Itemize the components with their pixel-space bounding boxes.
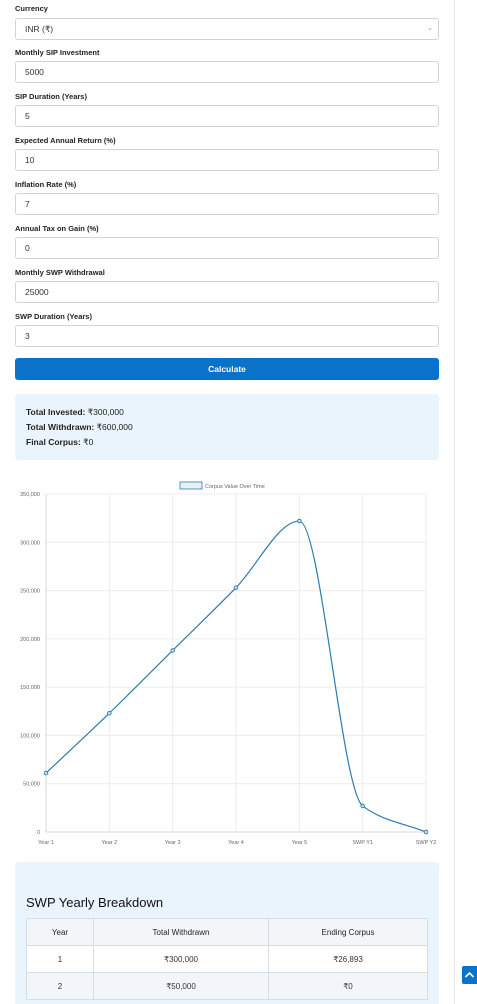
final-corpus: Final Corpus: ₹0	[26, 437, 93, 448]
y-tick-label: 0	[37, 830, 40, 836]
data-point	[423, 829, 429, 835]
total-invested-value: ₹300,000	[87, 407, 124, 417]
sip-duration-input[interactable]: 5	[15, 105, 439, 127]
breakdown-title: SWP Yearly Breakdown	[26, 895, 164, 910]
tax-input[interactable]: 0	[15, 237, 439, 259]
chevron-up-icon	[464, 971, 475, 978]
y-tick-label: 100,000	[20, 733, 40, 739]
scroll-to-top-button[interactable]	[462, 966, 477, 984]
data-point	[233, 585, 239, 590]
swp-withdrawal-label: Monthly SWP Withdrawal	[15, 268, 105, 277]
inflation-input[interactable]: 7	[15, 193, 439, 215]
total-withdrawn: Total Withdrawn: ₹600,000	[26, 422, 133, 433]
corpus-chart-svg: 0 50,000 100,000 150,000 200,000 250,000 300,0…	[20, 481, 437, 846]
y-tick-label: 150,000	[20, 685, 40, 691]
breakdown-table: Year Total Withdrawn Ending Corpus 1 ₹30…	[26, 918, 428, 1000]
page-divider	[454, 0, 455, 1004]
total-withdrawn-value: ₹600,000	[96, 422, 133, 432]
x-tick-label: Year 5	[291, 840, 307, 846]
y-tick-label: 50,000	[23, 782, 40, 788]
currency-value: INR (₹)	[25, 24, 54, 34]
calculator-page: Currency INR (₹) ⌄ Monthly SIP Investmen…	[0, 4, 454, 1004]
data-point	[107, 710, 112, 716]
x-tick-label: Year 3	[165, 840, 181, 846]
x-tick-label: Year 1	[38, 840, 54, 846]
series-line-corpus	[45, 520, 427, 833]
monthly-sip-input[interactable]: 5000	[15, 61, 439, 83]
row-year: 2	[26, 972, 94, 1000]
currency-label: Currency	[15, 4, 48, 13]
tax-label: Annual Tax on Gain (%)	[15, 224, 99, 233]
swp-duration-input[interactable]: 3	[15, 325, 439, 347]
data-point	[43, 770, 49, 776]
y-tick-label: 300,000	[20, 540, 40, 546]
x-tick-label: Year 2	[101, 840, 117, 846]
summary-panel: Total Invested: ₹300,000 Total Withdrawn…	[15, 394, 439, 460]
total-invested-label: Total Invested:	[26, 407, 86, 417]
annual-return-label: Expected Annual Return (%)	[15, 136, 116, 145]
x-tick-label: SWP Y1	[352, 840, 373, 846]
swp-withdrawal-field: Monthly SWP Withdrawal 25000	[15, 268, 439, 303]
row-withdrawn: ₹300,000	[93, 945, 269, 973]
x-tick-label: SWP Y2	[416, 840, 437, 846]
table-row: 1 ₹300,000 ₹26,893	[26, 945, 428, 973]
row-ending-corpus: ₹0	[268, 972, 428, 1000]
calculate-button[interactable]: Calculate	[15, 358, 439, 380]
table-row: 2 ₹50,000 ₹0	[26, 972, 428, 1000]
final-corpus-value: ₹0	[83, 437, 94, 447]
legend-swatch	[179, 481, 203, 490]
swp-withdrawal-input[interactable]: 25000	[15, 281, 439, 303]
header-year: Year	[26, 918, 94, 946]
data-point	[170, 648, 175, 653]
row-year: 1	[26, 945, 94, 973]
final-corpus-label: Final Corpus:	[26, 437, 81, 447]
currency-select[interactable]: INR (₹) ⌄	[15, 18, 439, 40]
table-header-row: Year Total Withdrawn Ending Corpus	[26, 918, 428, 946]
inflation-field: Inflation Rate (%) 7	[15, 180, 439, 215]
legend-label: Corpus Value Over Time	[205, 484, 265, 490]
chevron-down-icon: ⌄	[427, 25, 433, 32]
row-withdrawn: ₹50,000	[93, 972, 269, 1000]
swp-duration-field: SWP Duration (Years) 3	[15, 312, 439, 347]
sip-duration-field: SIP Duration (Years) 5	[15, 92, 439, 127]
currency-field: Currency INR (₹) ⌄	[15, 4, 439, 40]
annual-return-field: Expected Annual Return (%) 10	[15, 136, 439, 171]
swp-duration-label: SWP Duration (Years)	[15, 312, 92, 321]
total-withdrawn-label: Total Withdrawn:	[26, 422, 95, 432]
monthly-sip-field: Monthly SIP Investment 5000	[15, 48, 439, 83]
sip-duration-label: SIP Duration (Years)	[15, 92, 87, 101]
inflation-label: Inflation Rate (%)	[15, 180, 77, 189]
annual-return-input[interactable]: 10	[15, 149, 439, 171]
y-tick-label: 250,000	[20, 589, 40, 595]
data-point	[360, 803, 365, 809]
y-tick-label: 200,000	[20, 637, 40, 643]
header-total-withdrawn: Total Withdrawn	[93, 918, 269, 946]
total-invested: Total Invested: ₹300,000	[26, 407, 124, 418]
x-tick-label: Year 4	[228, 840, 244, 846]
header-ending-corpus: Ending Corpus	[268, 918, 428, 946]
tax-field: Annual Tax on Gain (%) 0	[15, 224, 439, 259]
monthly-sip-label: Monthly SIP Investment	[15, 48, 100, 57]
y-tick-label: 350,000	[20, 492, 40, 498]
row-ending-corpus: ₹26,893	[268, 945, 428, 973]
data-point	[297, 518, 302, 524]
corpus-chart: 0 50,000 100,000 150,000 200,000 250,000 300,0…	[0, 476, 454, 856]
swp-breakdown-panel: SWP Yearly Breakdown Year Total Withdraw…	[15, 862, 439, 1004]
